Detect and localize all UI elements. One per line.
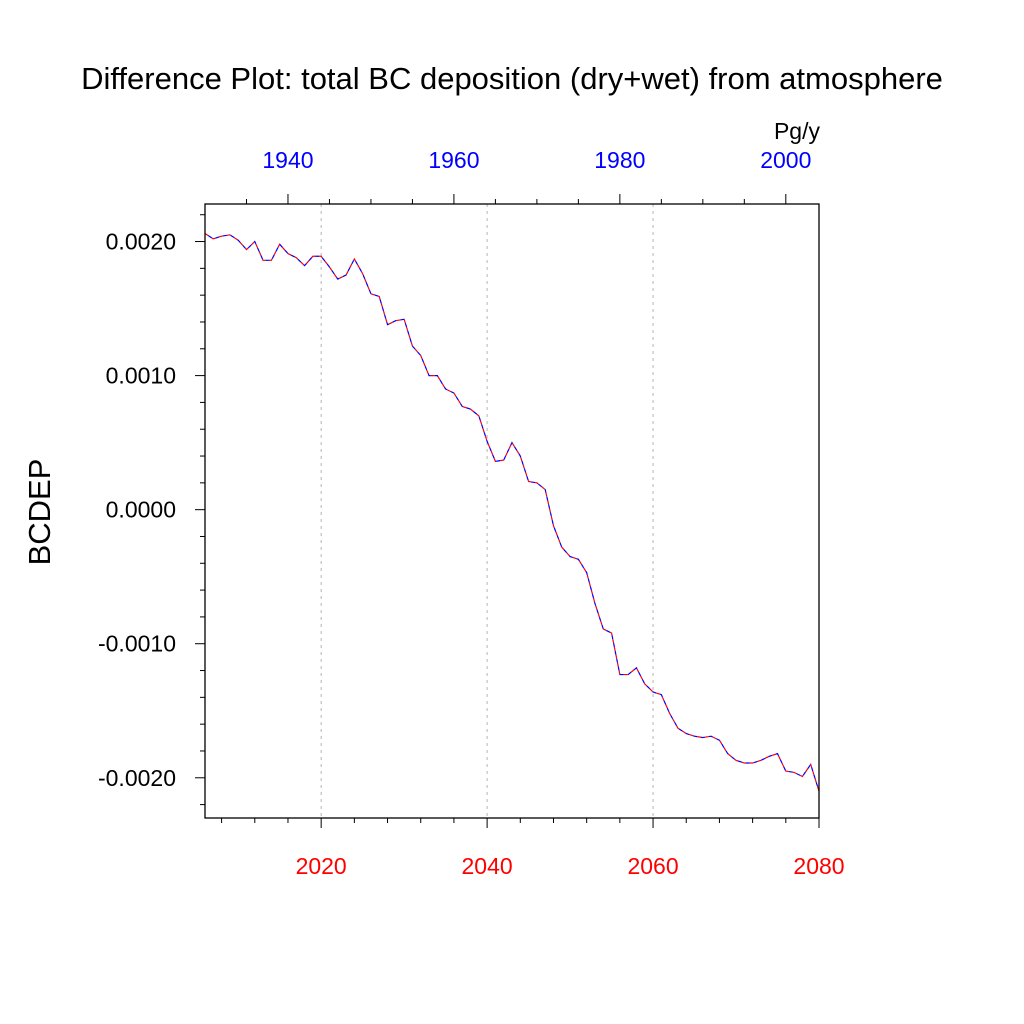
tick-labels: 2020 2040 2060 2080 1940 1960 1980 2000 0.0020 0.…: [98, 147, 845, 879]
top-tick-label-3: 2000: [760, 147, 811, 173]
chart-title: Difference Plot: total BC deposition (dr…: [81, 61, 943, 96]
gridlines: [320, 204, 654, 818]
x-tick-label-2: 2060: [627, 853, 678, 879]
axis-ticks: [195, 194, 820, 828]
y-axis-label: BCDEP: [22, 459, 57, 566]
y-tick-label-0: 0.0020: [106, 229, 176, 255]
y-tick-label-4: -0.0020: [98, 765, 176, 791]
y-tick-label-2: 0.0000: [106, 497, 176, 523]
top-tick-label-1: 1960: [428, 147, 479, 173]
y-tick-label-3: -0.0010: [98, 631, 176, 657]
x-tick-label-1: 2040: [462, 853, 513, 879]
series-line-0-0: [204, 232, 820, 792]
series-line-0-1: [204, 232, 820, 792]
plot-frame: [204, 203, 820, 819]
y-tick-label-1: 0.0010: [106, 363, 176, 389]
x-tick-label-0: 2020: [296, 853, 347, 879]
units-label: Pg/y: [774, 118, 821, 144]
top-tick-label-0: 1940: [262, 147, 313, 173]
series-group: [204, 232, 820, 792]
x-tick-label-3: 2080: [793, 853, 844, 879]
top-tick-label-2: 1980: [594, 147, 645, 173]
